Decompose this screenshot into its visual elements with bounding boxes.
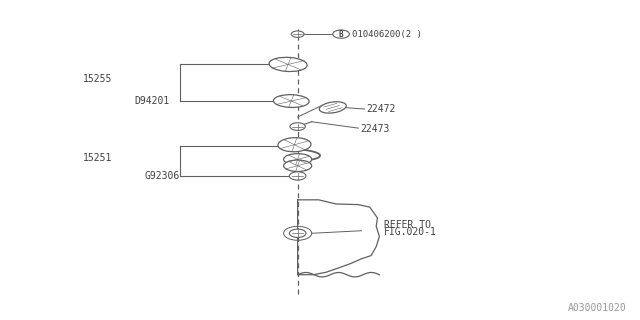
Text: REFER TO: REFER TO: [384, 220, 431, 230]
Text: G92306: G92306: [145, 171, 180, 181]
Circle shape: [289, 172, 306, 180]
Circle shape: [290, 123, 305, 130]
Ellipse shape: [269, 57, 307, 71]
Ellipse shape: [284, 160, 312, 172]
Circle shape: [291, 31, 304, 37]
Circle shape: [289, 229, 306, 237]
Text: 22473: 22473: [360, 124, 390, 134]
Text: B: B: [339, 30, 344, 39]
Ellipse shape: [319, 102, 346, 113]
Text: 15255: 15255: [83, 74, 113, 84]
Text: D94201: D94201: [135, 96, 170, 106]
Circle shape: [333, 30, 349, 38]
Ellipse shape: [284, 154, 312, 165]
Text: 22472: 22472: [367, 104, 396, 114]
Text: A030001020: A030001020: [568, 303, 627, 313]
Text: 15251: 15251: [83, 153, 113, 164]
Ellipse shape: [273, 95, 309, 108]
Text: 010406200(2 ): 010406200(2 ): [352, 30, 422, 39]
Text: FIG.020-1: FIG.020-1: [384, 227, 436, 237]
Ellipse shape: [278, 138, 311, 152]
